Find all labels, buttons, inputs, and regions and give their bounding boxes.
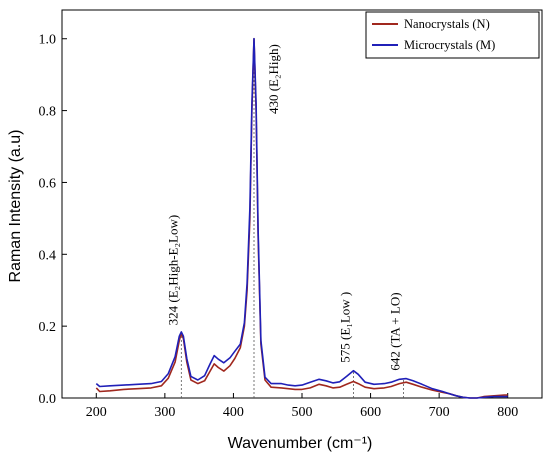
legend-label-nanocrystals: Nanocrystals (N) <box>404 17 490 31</box>
y-tick-label-4: 0.8 <box>39 105 57 120</box>
annotation-lines <box>180 38 404 398</box>
x-tick-label-200: 200 <box>86 405 107 420</box>
annotation-label-324: 324 (E₂High-E₂Low) <box>165 215 180 326</box>
y-tick-label-1: 0.2 <box>39 320 57 335</box>
y-tick-label-5: 1.0 <box>39 33 57 48</box>
x-tick-label-300: 300 <box>154 405 175 420</box>
x-axis: 200 300 400 500 600 700 800 <box>86 393 518 420</box>
legend-label-microcrystals: Microcrystals (M) <box>404 38 495 52</box>
plot-frame <box>61 9 543 399</box>
x-tick-label-400: 400 <box>223 405 244 420</box>
annotation-label-575: 575 (E₁Low ) <box>337 292 352 363</box>
x-tick-label-800: 800 <box>497 405 518 420</box>
annotation-label-430: 430 (E₂High) <box>266 44 281 114</box>
series-line-0 <box>95 37 508 399</box>
y-tick-label-0: 0.0 <box>39 392 57 407</box>
x-axis-title: Wavenumber (cm⁻¹) <box>228 435 373 452</box>
y-tick-label-2: 0.4 <box>39 248 57 263</box>
annotation-labels: 324 (E₂High-E₂Low) 430 (E₂High) 575 (E₁Low… <box>165 44 402 370</box>
y-axis-title: Raman Intensity (a.u) <box>7 130 24 283</box>
x-tick-label-500: 500 <box>292 405 313 420</box>
y-tick-label-3: 0.6 <box>39 176 57 191</box>
legend: Nanocrystals (N) Microcrystals (M) <box>365 11 540 59</box>
x-tick-label-600: 600 <box>360 405 381 420</box>
x-tick-label-700: 700 <box>429 405 450 420</box>
y-axis: 0.0 0.2 0.4 0.6 0.8 1.0 <box>39 33 67 407</box>
annotation-label-648: 642 (TA + LO) <box>387 292 402 370</box>
legend-box <box>365 11 540 59</box>
series-lines <box>95 37 508 399</box>
series-line-1 <box>95 37 508 399</box>
